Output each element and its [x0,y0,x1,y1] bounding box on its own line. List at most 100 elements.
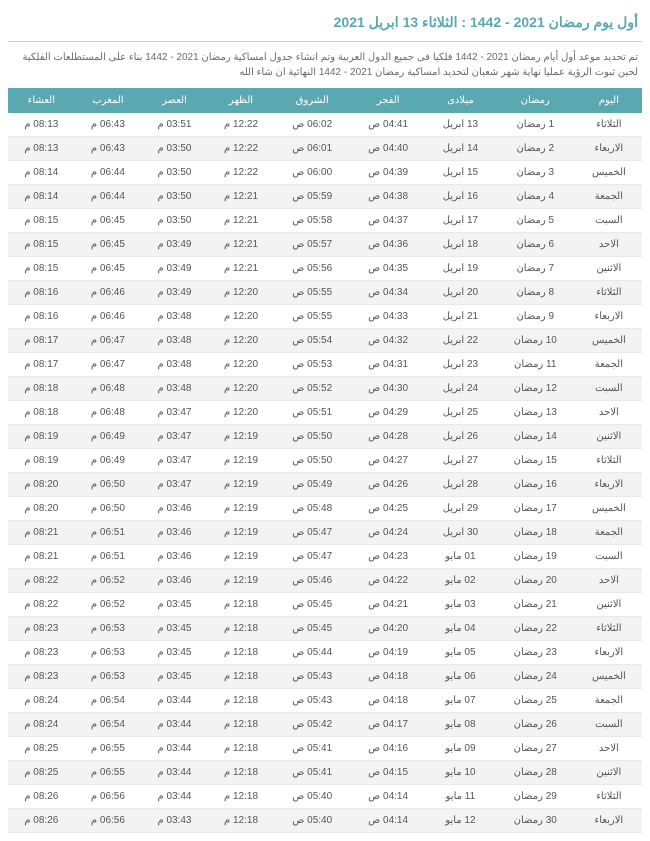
table-cell: 12:20 م [208,401,275,425]
table-cell: 06:50 م [75,473,142,497]
table-row: الجمعة11 رمضان23 ابريل04:31 ص05:53 ص12:2… [8,353,642,377]
table-cell: 3 رمضان [495,161,576,185]
table-cell: 06:01 ص [274,137,350,161]
table-cell: 04:31 ص [350,353,426,377]
table-cell: 08:24 م [8,713,75,737]
table-cell: 03:47 م [141,473,208,497]
table-cell: 11 مايو [426,785,495,809]
table-cell: 04:33 ص [350,305,426,329]
table-cell: 03:44 م [141,737,208,761]
table-cell: الاربعاء [576,473,642,497]
table-cell: 25 رمضان [495,689,576,713]
table-cell: 12 مايو [426,809,495,833]
table-cell: 08:18 م [8,401,75,425]
table-cell: 04:28 ص [350,425,426,449]
table-cell: 14 رمضان [495,425,576,449]
table-cell: 08:22 م [8,569,75,593]
table-cell: 12:22 م [208,137,275,161]
table-cell: 03:47 م [141,425,208,449]
page-subtitle: تم تحديد موعد أول أيام رمضان 2021 - 1442… [8,48,642,88]
table-cell: 08:16 م [8,305,75,329]
table-cell: 04:18 ص [350,665,426,689]
table-cell: 03:47 م [141,449,208,473]
table-cell: 14 ابريل [426,137,495,161]
col-header: الظهر [208,88,275,113]
table-cell: 04:15 ص [350,761,426,785]
table-cell: 05:43 ص [274,689,350,713]
table-cell: 05:57 ص [274,233,350,257]
table-row: الاثنين28 رمضان10 مايو04:15 ص05:41 ص12:1… [8,761,642,785]
table-row: الاحد6 رمضان18 ابريل04:36 ص05:57 ص12:21 … [8,233,642,257]
table-cell: 18 ابريل [426,233,495,257]
table-cell: الاثنين [576,761,642,785]
table-cell: 08:15 م [8,209,75,233]
table-cell: 04 مايو [426,617,495,641]
table-cell: 05:51 ص [274,401,350,425]
table-cell: 03:51 م [141,113,208,137]
table-row: السبت19 رمضان01 مايو04:23 ص05:47 ص12:19 … [8,545,642,569]
table-cell: 08:21 م [8,521,75,545]
table-cell: السبت [576,545,642,569]
table-cell: 03:46 م [141,521,208,545]
table-row: الخميس10 رمضان22 ابريل04:32 ص05:54 ص12:2… [8,329,642,353]
table-cell: 27 ابريل [426,449,495,473]
table-cell: 12:22 م [208,161,275,185]
table-row: الاربعاء2 رمضان14 ابريل04:40 ص06:01 ص12:… [8,137,642,161]
table-cell: 03:44 م [141,689,208,713]
table-cell: 03:44 م [141,761,208,785]
table-cell: 04:18 ص [350,689,426,713]
table-cell: الثلاثاء [576,113,642,137]
table-cell: الجمعة [576,353,642,377]
table-row: الاربعاء23 رمضان05 مايو04:19 ص05:44 ص12:… [8,641,642,665]
table-cell: 05:45 ص [274,617,350,641]
table-cell: 12:18 م [208,665,275,689]
table-cell: 06:49 م [75,449,142,473]
table-cell: 05:47 ص [274,521,350,545]
table-cell: 12:18 م [208,785,275,809]
table-cell: 08:14 م [8,185,75,209]
table-cell: 03:50 م [141,209,208,233]
table-cell: 06:45 م [75,233,142,257]
table-cell: 08:23 م [8,641,75,665]
table-cell: 08:20 م [8,473,75,497]
table-cell: 07 مايو [426,689,495,713]
table-row: الثلاثاء1 رمضان13 ابريل04:41 ص06:02 ص12:… [8,113,642,137]
col-header: الشروق [274,88,350,113]
table-cell: الاثنين [576,257,642,281]
table-cell: 05:42 ص [274,713,350,737]
table-cell: 06:55 م [75,737,142,761]
table-cell: 05:45 ص [274,593,350,617]
table-cell: 06:46 م [75,281,142,305]
table-cell: 16 ابريل [426,185,495,209]
table-cell: 06:00 ص [274,161,350,185]
table-cell: 08:13 م [8,137,75,161]
table-row: الاربعاء9 رمضان21 ابريل04:33 ص05:55 ص12:… [8,305,642,329]
table-cell: 04:32 ص [350,329,426,353]
table-cell: 06:53 م [75,641,142,665]
table-cell: 12:18 م [208,713,275,737]
table-row: الثلاثاء15 رمضان27 ابريل04:27 ص05:50 ص12… [8,449,642,473]
table-cell: 06 مايو [426,665,495,689]
table-cell: 03:49 م [141,257,208,281]
table-cell: 11 رمضان [495,353,576,377]
table-cell: 12:20 م [208,281,275,305]
table-cell: 05:44 ص [274,641,350,665]
table-cell: 5 رمضان [495,209,576,233]
table-cell: الاثنين [576,593,642,617]
table-cell: 04:30 ص [350,377,426,401]
table-cell: 12:18 م [208,689,275,713]
table-row: الاربعاء16 رمضان28 ابريل04:26 ص05:49 ص12… [8,473,642,497]
table-cell: 15 رمضان [495,449,576,473]
table-cell: 03:47 م [141,401,208,425]
table-cell: 03 مايو [426,593,495,617]
table-cell: 12:22 م [208,113,275,137]
table-cell: 26 رمضان [495,713,576,737]
table-cell: 05:40 ص [274,785,350,809]
table-cell: 04:26 ص [350,473,426,497]
table-cell: 04:16 ص [350,737,426,761]
table-cell: 03:48 م [141,353,208,377]
table-cell: 08:15 م [8,233,75,257]
table-cell: 25 ابريل [426,401,495,425]
table-cell: 19 ابريل [426,257,495,281]
table-row: الاحد27 رمضان09 مايو04:16 ص05:41 ص12:18 … [8,737,642,761]
